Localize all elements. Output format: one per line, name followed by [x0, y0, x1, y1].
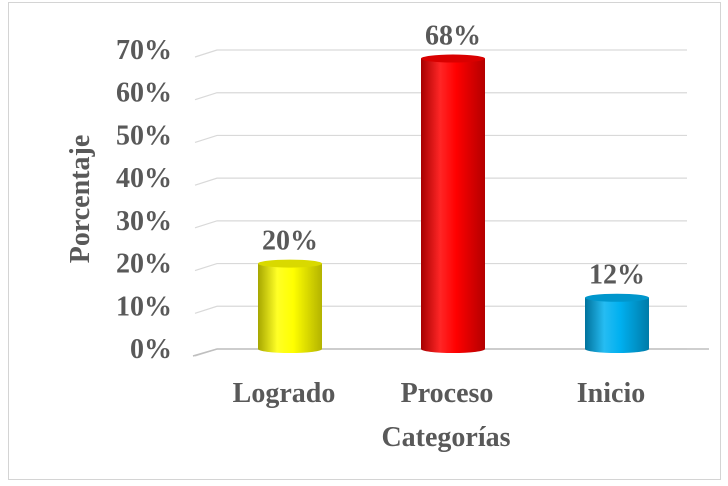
bar-chart: 0% 10% 20% 30% 40% 50% 60% 70% 20% 68% 12% Lograd… — [65, 21, 709, 453]
gridline — [194, 134, 687, 144]
chart-frame: 0% 10% 20% 30% 40% 50% 60% 70% 20% 68% 12% Lograd… — [8, 2, 721, 480]
y-tick-label: 40% — [116, 163, 172, 194]
y-tick-label: 20% — [116, 249, 172, 280]
y-tick-label: 70% — [116, 35, 172, 66]
x-axis-baseline — [192, 348, 709, 357]
x-tick-label: Logrado — [233, 378, 336, 409]
x-axis-label: Categorías — [381, 422, 510, 453]
y-tick-label: 10% — [116, 291, 172, 322]
bar-proceso — [421, 54, 485, 354]
data-label: 20% — [262, 226, 318, 257]
x-tick-label: Proceso — [401, 378, 494, 409]
y-tick-label: 0% — [130, 334, 172, 365]
x-tick-label: Inicio — [577, 378, 645, 409]
bar-top — [585, 293, 649, 302]
gridline — [194, 49, 687, 58]
gridline — [194, 92, 687, 101]
data-label: 68% — [425, 21, 481, 52]
bars — [258, 54, 649, 354]
y-axis-ticks: 0% 10% 20% 30% 40% 50% 60% 70% — [116, 35, 172, 365]
bar-inicio — [585, 293, 649, 353]
y-tick-label: 60% — [116, 78, 172, 109]
gridline — [194, 262, 687, 272]
bar-body — [421, 58, 485, 354]
y-axis-label: Porcentaje — [65, 135, 96, 264]
bar-body — [585, 297, 649, 353]
y-tick-label: 50% — [116, 120, 172, 151]
gridline — [194, 177, 687, 186]
gridline — [194, 220, 687, 229]
bar-logrado — [258, 259, 322, 353]
bar-top — [421, 54, 485, 63]
data-labels: 20% 68% 12% — [262, 21, 645, 291]
bar-top — [258, 259, 322, 268]
gridline — [194, 305, 687, 314]
bar-body — [258, 263, 322, 353]
x-axis-ticks: Logrado Proceso Inicio — [233, 378, 646, 409]
gridlines — [192, 49, 709, 357]
data-label: 12% — [589, 260, 645, 291]
y-tick-label: 30% — [116, 206, 172, 237]
